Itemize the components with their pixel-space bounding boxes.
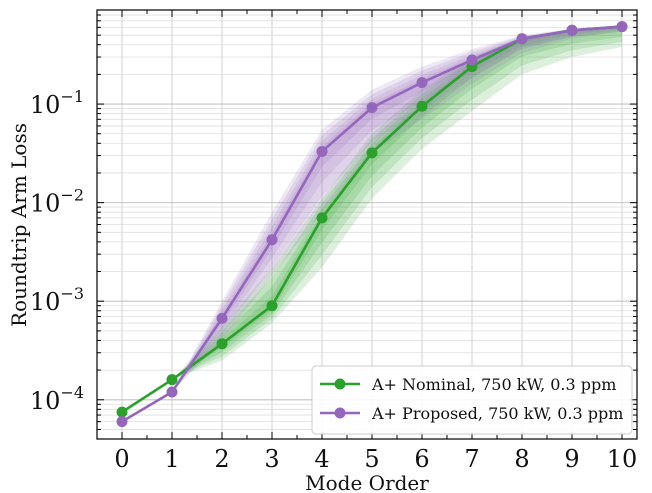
data-point-proposed: [466, 54, 478, 66]
x-tick-label: 4: [314, 445, 329, 473]
y-axis-title: Roundtrip Arm Loss: [7, 123, 31, 327]
data-point-proposed: [266, 234, 278, 246]
x-tick-label: 0: [114, 445, 129, 473]
legend-label: A+ Proposed, 750 kW, 0.3 ppm: [371, 404, 623, 423]
data-point-proposed: [216, 312, 228, 324]
data-point-nominal: [216, 338, 228, 350]
x-tick-label: 9: [564, 445, 579, 473]
data-point-nominal: [366, 147, 378, 159]
data-point-proposed: [116, 416, 128, 428]
series-lines: [116, 21, 628, 428]
x-tick-label: 8: [514, 445, 529, 473]
data-point-proposed: [616, 21, 628, 33]
legend: A+ Nominal, 750 kW, 0.3 ppm A+ Proposed, …: [311, 365, 633, 435]
x-tick-label: 6: [414, 445, 429, 473]
band-nominal: [122, 26, 622, 413]
x-axis-title: Mode Order: [305, 471, 429, 493]
data-point-nominal: [266, 300, 278, 312]
band-nominal: [122, 26, 622, 413]
data-point-proposed: [166, 386, 178, 398]
x-tick-label: 2: [214, 445, 229, 473]
legend-marker: [334, 378, 346, 390]
data-point-nominal: [166, 374, 178, 386]
band-nominal: [122, 26, 622, 413]
data-point-nominal: [316, 212, 328, 224]
data-point-proposed: [316, 146, 328, 158]
data-point-proposed: [416, 77, 428, 89]
y-tick-label: 10−2: [30, 186, 84, 218]
x-tick-label: 10: [607, 445, 638, 473]
x-tick-label: 7: [464, 445, 479, 473]
data-point-proposed: [566, 24, 578, 36]
legend-box: [311, 365, 633, 435]
y-tick-label: 10−4: [30, 383, 84, 415]
x-tick-label: 1: [164, 445, 179, 473]
axis-ticks: 0 1 2 3 4 5 6 7 8 9 10 10−4 10−3 10−2 10−1: [30, 9, 638, 473]
data-point-proposed: [366, 102, 378, 114]
data-point-nominal: [416, 100, 428, 112]
x-tick-label: 5: [364, 445, 379, 473]
legend-marker: [334, 407, 346, 419]
x-tick-label: 3: [264, 445, 279, 473]
data-point-proposed: [516, 33, 528, 45]
legend-label: A+ Nominal, 750 kW, 0.3 ppm: [371, 375, 616, 394]
y-tick-label: 10−1: [30, 87, 84, 119]
y-tick-label: 10−3: [30, 284, 84, 316]
data-point-nominal: [116, 406, 128, 418]
